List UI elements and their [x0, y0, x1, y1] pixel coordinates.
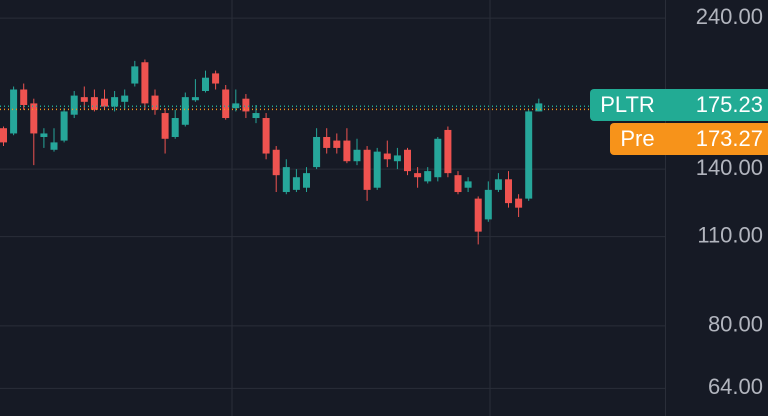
candle-body: [343, 140, 351, 162]
candle-body: [232, 103, 240, 109]
candle-body: [171, 118, 179, 137]
candle-body: [262, 118, 270, 154]
candle-body: [181, 97, 189, 125]
y-tick-label: 240.00: [696, 4, 763, 29]
candle-body: [464, 181, 472, 188]
candle-body: [373, 151, 381, 188]
candle-body: [404, 149, 411, 172]
candle-body: [323, 136, 331, 148]
candle-body: [505, 179, 512, 204]
candle-body: [0, 128, 7, 143]
candle-body: [272, 149, 280, 176]
candle-body: [212, 73, 220, 84]
candle-body: [353, 149, 361, 162]
candle-body: [414, 173, 422, 178]
candle-body: [80, 97, 88, 102]
candle-body: [434, 138, 442, 178]
candle-body: [90, 97, 98, 110]
price-tag-value: 175.23: [696, 92, 763, 117]
candle-body: [141, 62, 149, 104]
candle-body: [40, 133, 48, 137]
y-tick-label: 64.00: [708, 374, 763, 399]
candle-body: [292, 177, 300, 190]
candle-body: [393, 155, 401, 162]
candle-body: [161, 113, 169, 139]
candle-body: [242, 98, 250, 112]
candle-body: [10, 89, 18, 134]
candle-body: [20, 89, 28, 105]
y-tick-label: 110.00: [697, 222, 763, 247]
candle-body: [121, 95, 129, 102]
candle-body: [50, 142, 58, 150]
candle-body: [535, 103, 543, 112]
candle-body: [30, 103, 38, 134]
candle-body: [222, 89, 230, 119]
candle-body: [515, 198, 523, 208]
candle-body: [131, 66, 139, 84]
price-tag: [590, 89, 768, 121]
candle-body: [494, 179, 502, 190]
price-tag-label: Pre: [620, 126, 654, 151]
candle-body: [60, 111, 68, 141]
candle-body: [444, 129, 452, 174]
candle-body: [484, 189, 492, 220]
candle-body: [313, 136, 321, 168]
candle-body: [202, 77, 209, 92]
candle-body: [303, 173, 310, 188]
candle-body: [252, 113, 260, 119]
y-tick-label: 140.00: [696, 155, 763, 180]
candle-body: [525, 111, 533, 199]
candle-body: [333, 140, 341, 148]
candle-body: [282, 167, 290, 193]
candle-body: [101, 98, 108, 107]
y-tick-label: 80.00: [708, 312, 763, 337]
candle-body: [474, 198, 482, 232]
candle-body: [424, 171, 432, 182]
candle-body: [363, 149, 371, 190]
candle-body: [191, 97, 199, 101]
candle-body: [151, 95, 159, 110]
candle-body: [454, 175, 462, 193]
price-tag-value: 173.27: [696, 126, 763, 151]
candle-body: [111, 97, 119, 107]
price-tag: [610, 123, 768, 155]
candle-body: [383, 153, 391, 160]
candle-body: [70, 95, 78, 115]
price-tag-label: PLTR: [600, 92, 655, 117]
